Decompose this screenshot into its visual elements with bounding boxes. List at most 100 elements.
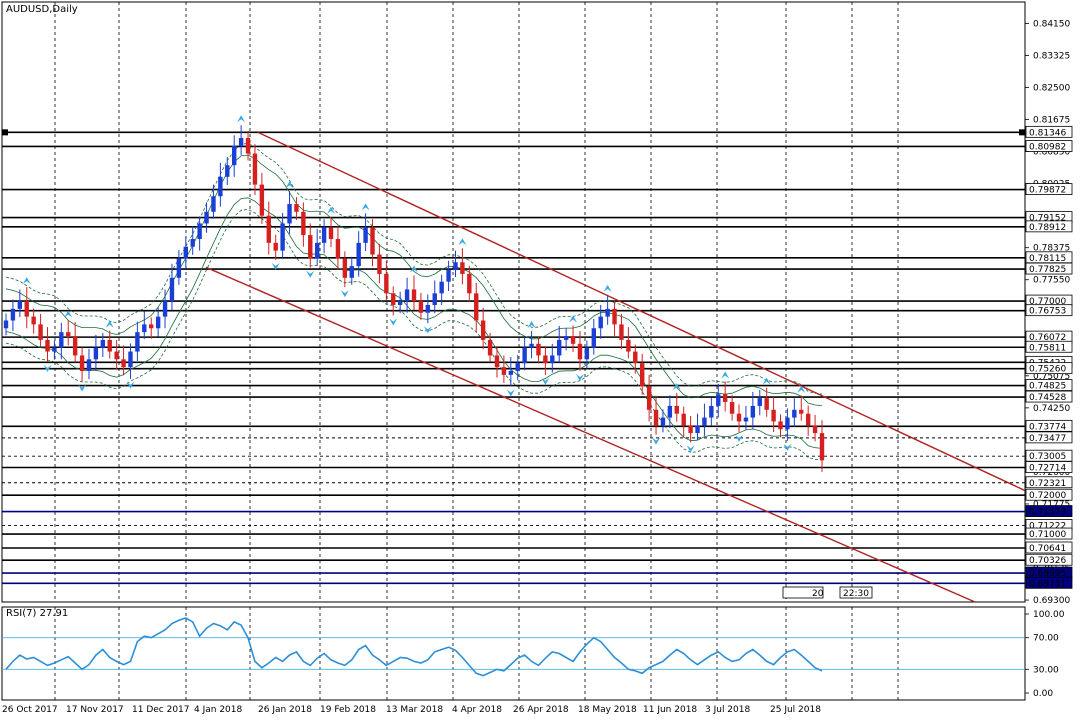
y-tick-label: 0.77550: [1033, 276, 1070, 286]
candle-body: [702, 417, 707, 426]
level-box-label: 0.81346: [1029, 128, 1066, 138]
fractal-down-marker: [735, 434, 744, 442]
fractal-up-marker: [721, 371, 730, 379]
level-box-label: 0.73774: [1029, 422, 1066, 432]
candle-body: [328, 227, 334, 239]
candle-body: [218, 176, 223, 197]
candle-body: [729, 402, 735, 414]
candle-body: [432, 293, 437, 305]
candle-body: [190, 238, 195, 247]
candle-body: [750, 405, 756, 418]
candle-body: [335, 238, 341, 259]
level-box-label: 0.79152: [1029, 214, 1066, 224]
level-box: [1025, 304, 1073, 317]
candle-body: [142, 324, 147, 333]
fractal-down-marker: [78, 384, 87, 392]
level-handle: [1019, 129, 1025, 136]
rsi-label: RSI(7) 27.91: [6, 608, 68, 619]
candle-body: [494, 355, 500, 368]
lower-inner-band: [5, 197, 823, 449]
candle-body: [252, 153, 258, 185]
candle-body: [79, 355, 85, 371]
level-box: [1025, 220, 1073, 233]
rsi-tick-label: 100.00: [1033, 610, 1065, 620]
candle-body: [619, 324, 624, 340]
candle-body: [66, 332, 71, 337]
fractal-up-marker: [527, 320, 536, 328]
fractal-down-marker: [43, 365, 52, 373]
candle-body: [660, 417, 666, 426]
candle-body: [3, 320, 9, 329]
level-box-label: 0.73005: [1029, 452, 1066, 462]
candle-body: [128, 351, 133, 368]
fractal-up-marker: [237, 115, 246, 123]
time-axis: 26 Oct 2017 17 Nov 2017 11 Dec 2017 4 Jan 2…: [2, 705, 821, 715]
y-tick-label: 0.81675: [1033, 116, 1070, 126]
x-tick-label: 18 May 2018: [578, 705, 637, 715]
x-tick-label: 11 Dec 2017: [132, 705, 190, 715]
candle-body: [24, 301, 29, 317]
level-box: [1025, 576, 1073, 589]
candle-body: [155, 316, 161, 329]
candle-body: [377, 254, 382, 274]
level-box-label: 0.76072: [1029, 333, 1066, 343]
candle-body: [308, 235, 313, 259]
level-box-label: 0.74528: [1029, 393, 1066, 403]
fractal-up-marker: [285, 181, 294, 189]
level-box: [1025, 488, 1073, 501]
level-box: [1025, 340, 1073, 353]
fractal-down-marker: [575, 373, 584, 381]
candle-body: [736, 413, 742, 422]
candle-body: [107, 339, 112, 352]
candle-body: [757, 398, 762, 406]
y-tick-label: 0.74250: [1033, 404, 1070, 414]
level-box: [1025, 125, 1073, 138]
candle-body: [487, 339, 493, 356]
level-box: [1025, 419, 1073, 432]
fractal-down-marker: [126, 381, 135, 389]
fractal-up-marker: [361, 203, 370, 211]
candle-body: [563, 336, 569, 340]
candle-body: [812, 425, 818, 434]
level-box-label: 0.77825: [1029, 265, 1066, 275]
candle-body: [819, 433, 825, 461]
candle-body: [287, 204, 292, 224]
level-box-label: 0.75260: [1029, 365, 1066, 375]
level-box-label: 0.70641: [1029, 544, 1066, 554]
candle-body: [467, 273, 472, 294]
level-box-label: 0.71222: [1029, 521, 1066, 531]
candle-body: [280, 223, 285, 251]
rsi-frame: [1, 606, 1026, 701]
candle-body: [301, 211, 306, 236]
fractal-markers: [22, 115, 806, 453]
candle-body: [570, 336, 576, 344]
candle-body: [778, 421, 783, 430]
candle-body: [453, 262, 458, 271]
candle-body: [584, 347, 590, 360]
fractal-down-marker: [652, 437, 661, 445]
candle-body: [259, 184, 265, 216]
candle-body: [667, 405, 673, 418]
level-box-label: 0.69731: [1029, 579, 1066, 589]
candle-body: [204, 211, 209, 224]
level-box-label: 0.72000: [1029, 491, 1066, 501]
envelope-bands: [5, 142, 823, 461]
candle-body: [688, 425, 693, 434]
fractal-up-marker: [672, 383, 681, 391]
candle-body: [612, 308, 617, 325]
level-box: [1025, 140, 1073, 152]
level-box: [1025, 527, 1073, 540]
candle-body: [716, 394, 721, 406]
candle-body: [225, 165, 230, 177]
candle-body: [52, 347, 57, 352]
rsi-panel: 100.00 70.00 30.00 0.00: [2, 610, 1065, 699]
candle-body: [411, 289, 417, 302]
level-box-label: 0.78115: [1029, 254, 1066, 264]
rsi-line: [5, 617, 823, 677]
fractal-down-marker: [389, 318, 398, 326]
candle-body: [799, 409, 804, 414]
candle-body: [501, 367, 507, 375]
candle-body: [626, 339, 631, 352]
candle-body: [709, 405, 714, 418]
